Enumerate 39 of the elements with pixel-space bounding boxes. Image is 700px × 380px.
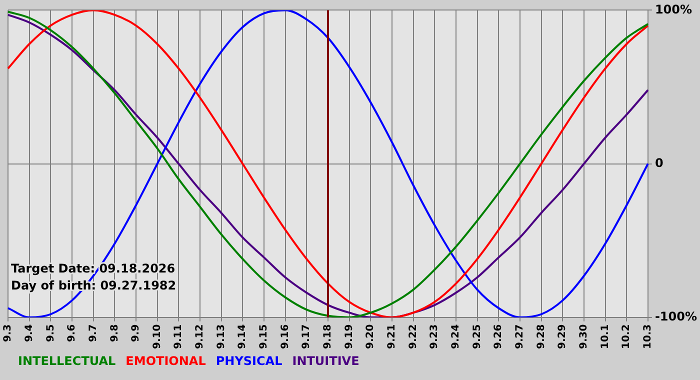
x-tick-label: 9.27 <box>514 324 526 350</box>
x-tick-label: 10.3 <box>642 324 654 350</box>
x-tick-label: 9.4 <box>24 324 35 342</box>
x-tick-label: 9.21 <box>386 324 398 350</box>
text: EMOTIONAL <box>126 354 206 368</box>
text: INTUITIVE <box>292 354 360 368</box>
x-tick-label: 9.6 <box>66 324 78 342</box>
x-tick-label: 9.17 <box>301 324 312 350</box>
x-tick-label: 9.22 <box>408 324 419 350</box>
x-tick-label: 9.16 <box>280 324 291 350</box>
x-tick-label: 9.14 <box>237 324 248 350</box>
x-tick-label: 9.10 <box>152 324 163 350</box>
x-tick-label: 9.3 <box>2 324 14 342</box>
y-tick-label: 0 <box>654 156 664 170</box>
x-tick-label: 9.30 <box>578 324 590 350</box>
y-tick-label: -100% <box>654 309 698 324</box>
x-tick-label: 9.8 <box>109 324 120 342</box>
x-tick-label: 9.24 <box>450 324 462 350</box>
x-tick-label: 9.20 <box>365 324 376 350</box>
x-tick-label: 9.18 <box>322 324 334 350</box>
x-tick-label: 9.19 <box>344 324 355 350</box>
text: PHYSICAL <box>216 354 283 368</box>
x-tick-label: 9.5 <box>45 324 56 342</box>
x-tick-label: 9.11 <box>173 324 184 350</box>
x-tick-label: 9.12 <box>194 324 206 350</box>
x-tick-label: 9.26 <box>493 324 504 350</box>
x-tick-label: 10.1 <box>600 324 611 350</box>
text: INTELLECTUAL <box>18 354 116 368</box>
y-tick-label: 100% <box>654 2 692 16</box>
x-tick-label: 9.29 <box>557 324 568 350</box>
x-tick-label: 9.15 <box>258 324 270 350</box>
x-tick-label: 9.28 <box>536 324 547 350</box>
x-tick-label: 9.23 <box>429 324 440 350</box>
x-tick-label: 9.25 <box>472 324 483 350</box>
x-tick-label: 9.9 <box>130 324 142 342</box>
x-tick-label: 10.2 <box>621 324 632 350</box>
annotation: Target Date: 09.18.2026 <box>11 261 176 276</box>
x-tick-label: 9.7 <box>88 324 99 342</box>
x-tick-label: 9.13 <box>216 324 227 350</box>
